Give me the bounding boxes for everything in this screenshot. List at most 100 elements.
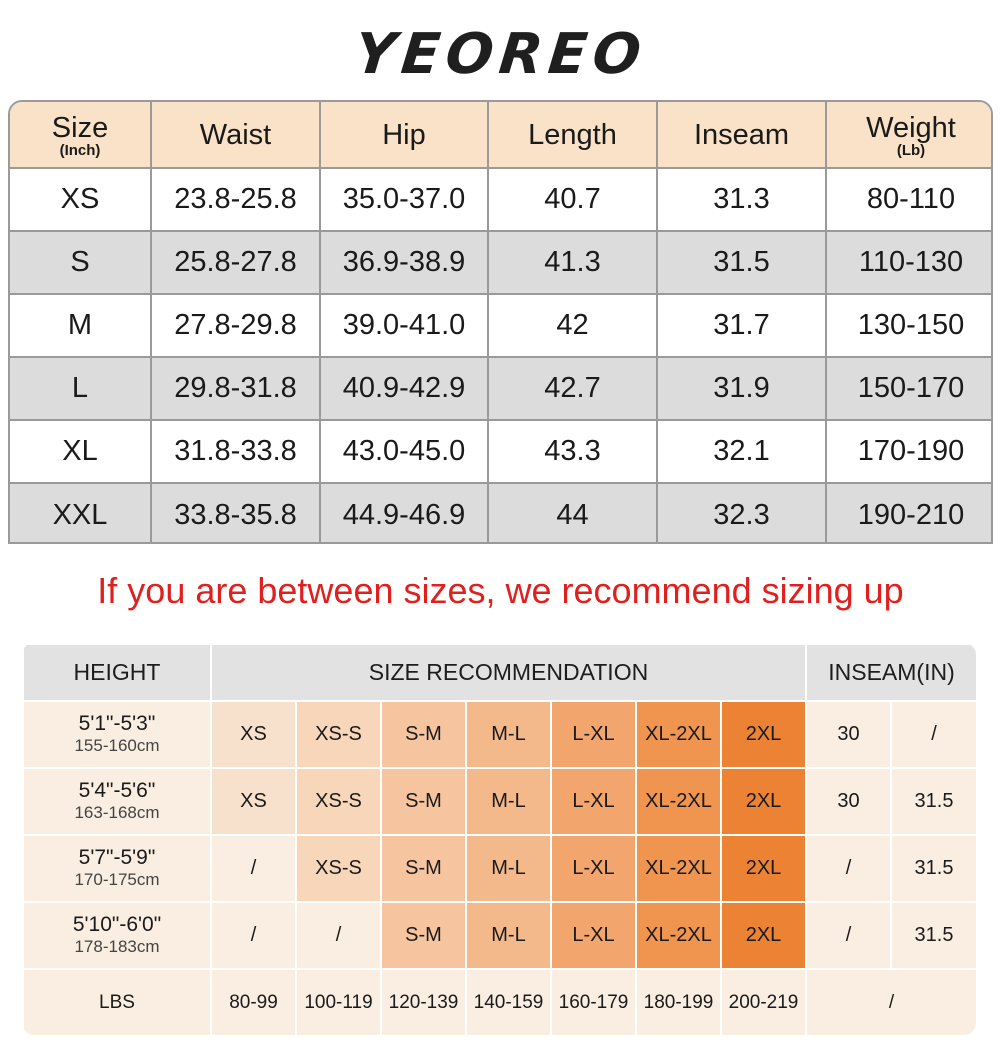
size-cell: XL xyxy=(10,419,152,484)
table-row: 5'1"-5'3" 155-160cm XS XS-S S-M M-L L-XL… xyxy=(22,700,976,769)
size-chart-header-row: Size (Inch) Waist Hip Length Inseam Weig… xyxy=(10,102,991,169)
lbs-cell: 200-219 xyxy=(720,968,807,1035)
inseam-cell: 32.3 xyxy=(656,482,827,542)
waist-cell: 29.8-31.8 xyxy=(150,356,321,421)
hip-cell: 35.0-37.0 xyxy=(319,167,489,232)
lbs-cell: 160-179 xyxy=(550,968,637,1035)
size-rec-cell: XS-S xyxy=(295,700,382,769)
header-waist: Waist xyxy=(150,102,321,169)
waist-cell: 27.8-29.8 xyxy=(150,293,321,358)
table-row: XS 23.8-25.8 35.0-37.0 40.7 31.3 80-110 xyxy=(10,167,991,232)
height-cell: 5'7"-5'9" 170-175cm xyxy=(22,834,212,903)
size-rec-cell: S-M xyxy=(380,767,467,836)
size-rec-cell: XL-2XL xyxy=(635,700,722,769)
length-cell: 40.7 xyxy=(487,167,658,232)
height-cell: 5'1"-5'3" 155-160cm xyxy=(22,700,212,769)
height-cell: 5'10"-6'0" 178-183cm xyxy=(22,901,212,970)
weight-cell: 170-190 xyxy=(825,419,991,484)
table-row: 5'4"-5'6" 163-168cm XS XS-S S-M M-L L-XL… xyxy=(22,767,976,836)
lbs-cell: 120-139 xyxy=(380,968,467,1035)
weight-cell: 150-170 xyxy=(825,356,991,421)
size-rec-cell: 2XL xyxy=(720,834,807,903)
header-weight: Weight (Lb) xyxy=(825,102,991,169)
lbs-cell: 140-159 xyxy=(465,968,552,1035)
size-rec-cell: 2XL xyxy=(720,901,807,970)
inseam-cell: 31.3 xyxy=(656,167,827,232)
table-row: 5'10"-6'0" 178-183cm / / S-M M-L L-XL XL… xyxy=(22,901,976,970)
size-rec-cell: / xyxy=(295,901,382,970)
size-cell: L xyxy=(10,356,152,421)
waist-cell: 23.8-25.8 xyxy=(150,167,321,232)
size-rec-cell: XL-2XL xyxy=(635,901,722,970)
inseam-cell: / xyxy=(805,901,892,970)
table-row: XXL 33.8-35.8 44.9-46.9 44 32.3 190-210 xyxy=(10,482,991,542)
inseam-cell: 31.5 xyxy=(656,230,827,295)
size-rec-cell: M-L xyxy=(465,767,552,836)
waist-cell: 33.8-35.8 xyxy=(150,482,321,542)
table-row: S 25.8-27.8 36.9-38.9 41.3 31.5 110-130 xyxy=(10,230,991,295)
inseam-cell: / xyxy=(805,834,892,903)
hip-cell: 39.0-41.0 xyxy=(319,293,489,358)
waist-cell: 25.8-27.8 xyxy=(150,230,321,295)
size-rec-cell: L-XL xyxy=(550,901,637,970)
weight-cell: 80-110 xyxy=(825,167,991,232)
recommendation-header-row: HEIGHT SIZE RECOMMENDATION INSEAM(IN) xyxy=(22,643,976,702)
size-rec-cell: XS xyxy=(210,700,297,769)
lbs-cell: 100-119 xyxy=(295,968,382,1035)
header-hip: Hip xyxy=(319,102,489,169)
header-length: Length xyxy=(487,102,658,169)
header-height: HEIGHT xyxy=(22,643,212,702)
size-rec-cell: L-XL xyxy=(550,767,637,836)
hip-cell: 40.9-42.9 xyxy=(319,356,489,421)
size-chart-table: Size (Inch) Waist Hip Length Inseam Weig… xyxy=(8,100,993,544)
table-row: M 27.8-29.8 39.0-41.0 42 31.7 130-150 xyxy=(10,293,991,358)
inseam-cell: 30 xyxy=(805,767,892,836)
size-rec-cell: XL-2XL xyxy=(635,767,722,836)
size-rec-cell: / xyxy=(210,901,297,970)
hip-cell: 43.0-45.0 xyxy=(319,419,489,484)
sizing-note: If you are between sizes, we recommend s… xyxy=(97,570,904,611)
header-size: Size (Inch) xyxy=(10,102,152,169)
hip-cell: 44.9-46.9 xyxy=(319,482,489,542)
table-row: L 29.8-31.8 40.9-42.9 42.7 31.9 150-170 xyxy=(10,356,991,421)
size-rec-cell: XS-S xyxy=(295,767,382,836)
length-cell: 43.3 xyxy=(487,419,658,484)
inseam-cell: 31.9 xyxy=(656,356,827,421)
length-cell: 42 xyxy=(487,293,658,358)
size-rec-cell: XS-S xyxy=(295,834,382,903)
hip-cell: 36.9-38.9 xyxy=(319,230,489,295)
header-inseam-in: INSEAM(IN) xyxy=(805,643,976,702)
weight-cell: 190-210 xyxy=(825,482,991,542)
size-cell: M xyxy=(10,293,152,358)
header-size-recommendation: SIZE RECOMMENDATION xyxy=(210,643,807,702)
size-rec-cell: XL-2XL xyxy=(635,834,722,903)
length-cell: 41.3 xyxy=(487,230,658,295)
weight-cell: 110-130 xyxy=(825,230,991,295)
size-cell: XXL xyxy=(10,482,152,542)
size-cell: S xyxy=(10,230,152,295)
size-rec-cell: 2XL xyxy=(720,767,807,836)
brand-logo: YEOREO xyxy=(351,22,650,87)
table-row: 5'7"-5'9" 170-175cm / XS-S S-M M-L L-XL … xyxy=(22,834,976,903)
size-rec-cell: S-M xyxy=(380,834,467,903)
table-row: XL 31.8-33.8 43.0-45.0 43.3 32.1 170-190 xyxy=(10,419,991,484)
lbs-cell: 80-99 xyxy=(210,968,297,1035)
length-cell: 44 xyxy=(487,482,658,542)
size-cell: XS xyxy=(10,167,152,232)
inseam-cell: 31.5 xyxy=(890,901,976,970)
inseam-cell: 31.5 xyxy=(890,834,976,903)
size-recommendation-table: HEIGHT SIZE RECOMMENDATION INSEAM(IN) 5'… xyxy=(22,643,976,1035)
size-rec-cell: S-M xyxy=(380,901,467,970)
size-rec-cell: M-L xyxy=(465,834,552,903)
inseam-cell: 31.7 xyxy=(656,293,827,358)
weight-cell: 130-150 xyxy=(825,293,991,358)
header-inseam: Inseam xyxy=(656,102,827,169)
lbs-inseam-cell: / xyxy=(805,968,976,1035)
lbs-label: LBS xyxy=(22,968,212,1035)
inseam-cell: 31.5 xyxy=(890,767,976,836)
lbs-row: LBS 80-99 100-119 120-139 140-159 160-17… xyxy=(22,968,976,1035)
size-rec-cell: L-XL xyxy=(550,700,637,769)
waist-cell: 31.8-33.8 xyxy=(150,419,321,484)
size-rec-cell: M-L xyxy=(465,901,552,970)
inseam-cell: 30 xyxy=(805,700,892,769)
